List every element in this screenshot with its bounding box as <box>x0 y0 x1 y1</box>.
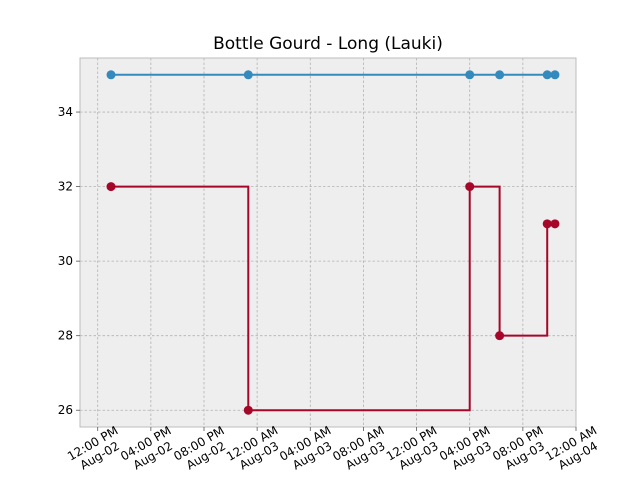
y-tick-label: 30 <box>58 254 73 268</box>
series-2-point <box>550 219 560 229</box>
y-tick-label: 26 <box>58 403 73 417</box>
series-2-line <box>111 185 555 412</box>
series-1-point <box>106 70 116 80</box>
series-2-point <box>243 405 253 415</box>
series-2-point <box>465 182 475 192</box>
y-tick-label: 28 <box>58 329 73 343</box>
series-1-point <box>243 70 253 80</box>
y-tick-label: 34 <box>58 105 73 119</box>
series-2-point <box>495 331 505 341</box>
series-2-point <box>106 182 116 192</box>
series-layer <box>106 70 560 415</box>
plot-frame <box>79 57 577 428</box>
series-1-point <box>495 70 505 80</box>
series-1-point <box>465 70 475 80</box>
plot-area <box>80 58 576 427</box>
series-1-point <box>550 70 560 80</box>
chart-title: Bottle Gourd - Long (Lauki) <box>213 34 443 54</box>
series-2-point <box>542 219 552 229</box>
series-1-point <box>542 70 552 80</box>
y-axis: 26 28 30 32 34 <box>58 105 80 417</box>
y-tick-label: 32 <box>58 180 73 194</box>
